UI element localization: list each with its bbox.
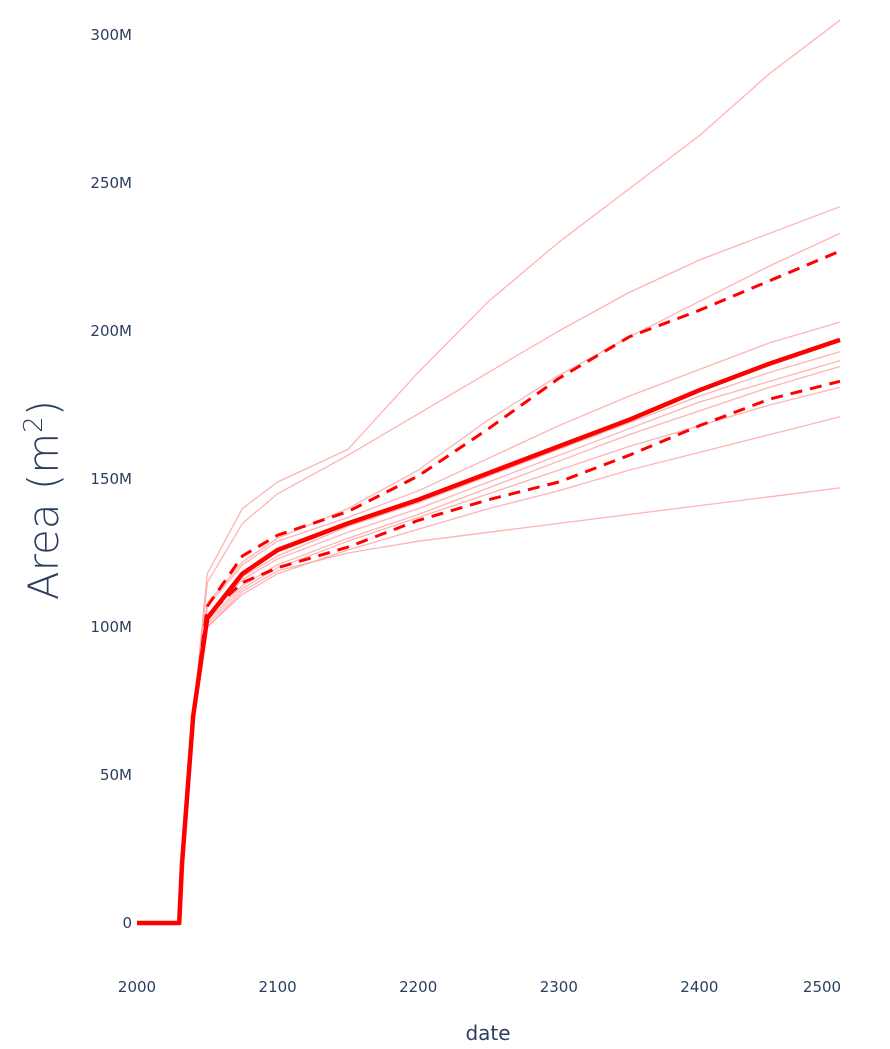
x-tick-label: 2300 bbox=[540, 978, 578, 996]
x-tick-label: 2400 bbox=[680, 978, 718, 996]
series-line-ensemble-8 bbox=[137, 416, 841, 924]
series-line-ensemble-5 bbox=[137, 359, 841, 924]
y-axis-title: Area (m2) bbox=[19, 400, 68, 600]
series-line-ensemble-2 bbox=[137, 232, 841, 924]
y-tick-label: 0 bbox=[122, 914, 132, 932]
y-tick-label: 300M bbox=[90, 26, 132, 44]
y-tick-label: 50M bbox=[100, 766, 132, 784]
y-tick-label: 100M bbox=[90, 618, 132, 636]
x-axis-ticks: 2000 2100 2200 2300 2400 2500 bbox=[118, 978, 841, 996]
series-line-median-12 bbox=[137, 337, 841, 926]
y-axis-title-close: ) bbox=[19, 400, 68, 416]
y-tick-label: 200M bbox=[90, 322, 132, 340]
x-tick-label: 2000 bbox=[118, 978, 156, 996]
series-line-ensemble-7 bbox=[137, 386, 841, 924]
series-line-upper-10 bbox=[137, 249, 841, 925]
x-tick-label: 2500 bbox=[803, 978, 841, 996]
series-line-ensemble-4 bbox=[137, 351, 841, 924]
x-tick-label: 2100 bbox=[259, 978, 297, 996]
series-line-ensemble-6 bbox=[137, 365, 841, 924]
x-tick-label: 2200 bbox=[399, 978, 437, 996]
y-axis-title-main: Area (m bbox=[19, 433, 68, 600]
y-tick-label: 150M bbox=[90, 470, 132, 488]
y-axis-ticks: 0 50M 100M 150M 200M 250M 300M bbox=[90, 26, 132, 932]
y-tick-label: 250M bbox=[90, 174, 132, 192]
series-layer bbox=[137, 19, 841, 926]
series-line-ensemble-9 bbox=[137, 487, 841, 924]
x-axis-title: date bbox=[465, 1021, 510, 1045]
series-line-lower-11 bbox=[137, 379, 841, 925]
y-axis-title-sup: 2 bbox=[19, 416, 49, 433]
